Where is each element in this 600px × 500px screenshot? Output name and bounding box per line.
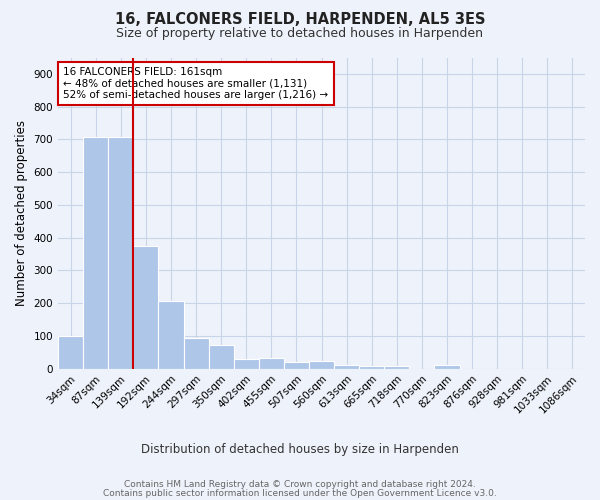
Bar bbox=[359, 366, 384, 368]
Bar bbox=[58, 336, 83, 368]
Bar bbox=[83, 137, 108, 368]
Bar bbox=[284, 362, 309, 368]
Text: Contains HM Land Registry data © Crown copyright and database right 2024.: Contains HM Land Registry data © Crown c… bbox=[124, 480, 476, 489]
Bar bbox=[259, 358, 284, 368]
Y-axis label: Number of detached properties: Number of detached properties bbox=[15, 120, 28, 306]
Text: 16 FALCONERS FIELD: 161sqm
← 48% of detached houses are smaller (1,131)
52% of s: 16 FALCONERS FIELD: 161sqm ← 48% of deta… bbox=[64, 67, 328, 100]
Bar bbox=[233, 359, 259, 368]
Bar bbox=[384, 366, 409, 368]
Text: Distribution of detached houses by size in Harpenden: Distribution of detached houses by size … bbox=[141, 442, 459, 456]
Text: Contains public sector information licensed under the Open Government Licence v3: Contains public sector information licen… bbox=[103, 489, 497, 498]
Bar bbox=[309, 362, 334, 368]
Bar bbox=[434, 366, 460, 368]
Text: 16, FALCONERS FIELD, HARPENDEN, AL5 3ES: 16, FALCONERS FIELD, HARPENDEN, AL5 3ES bbox=[115, 12, 485, 28]
Bar bbox=[108, 137, 133, 368]
Bar bbox=[209, 345, 233, 368]
Bar bbox=[158, 301, 184, 368]
Text: Size of property relative to detached houses in Harpenden: Size of property relative to detached ho… bbox=[116, 28, 484, 40]
Bar bbox=[334, 365, 359, 368]
Bar bbox=[133, 246, 158, 368]
Bar bbox=[184, 338, 209, 368]
